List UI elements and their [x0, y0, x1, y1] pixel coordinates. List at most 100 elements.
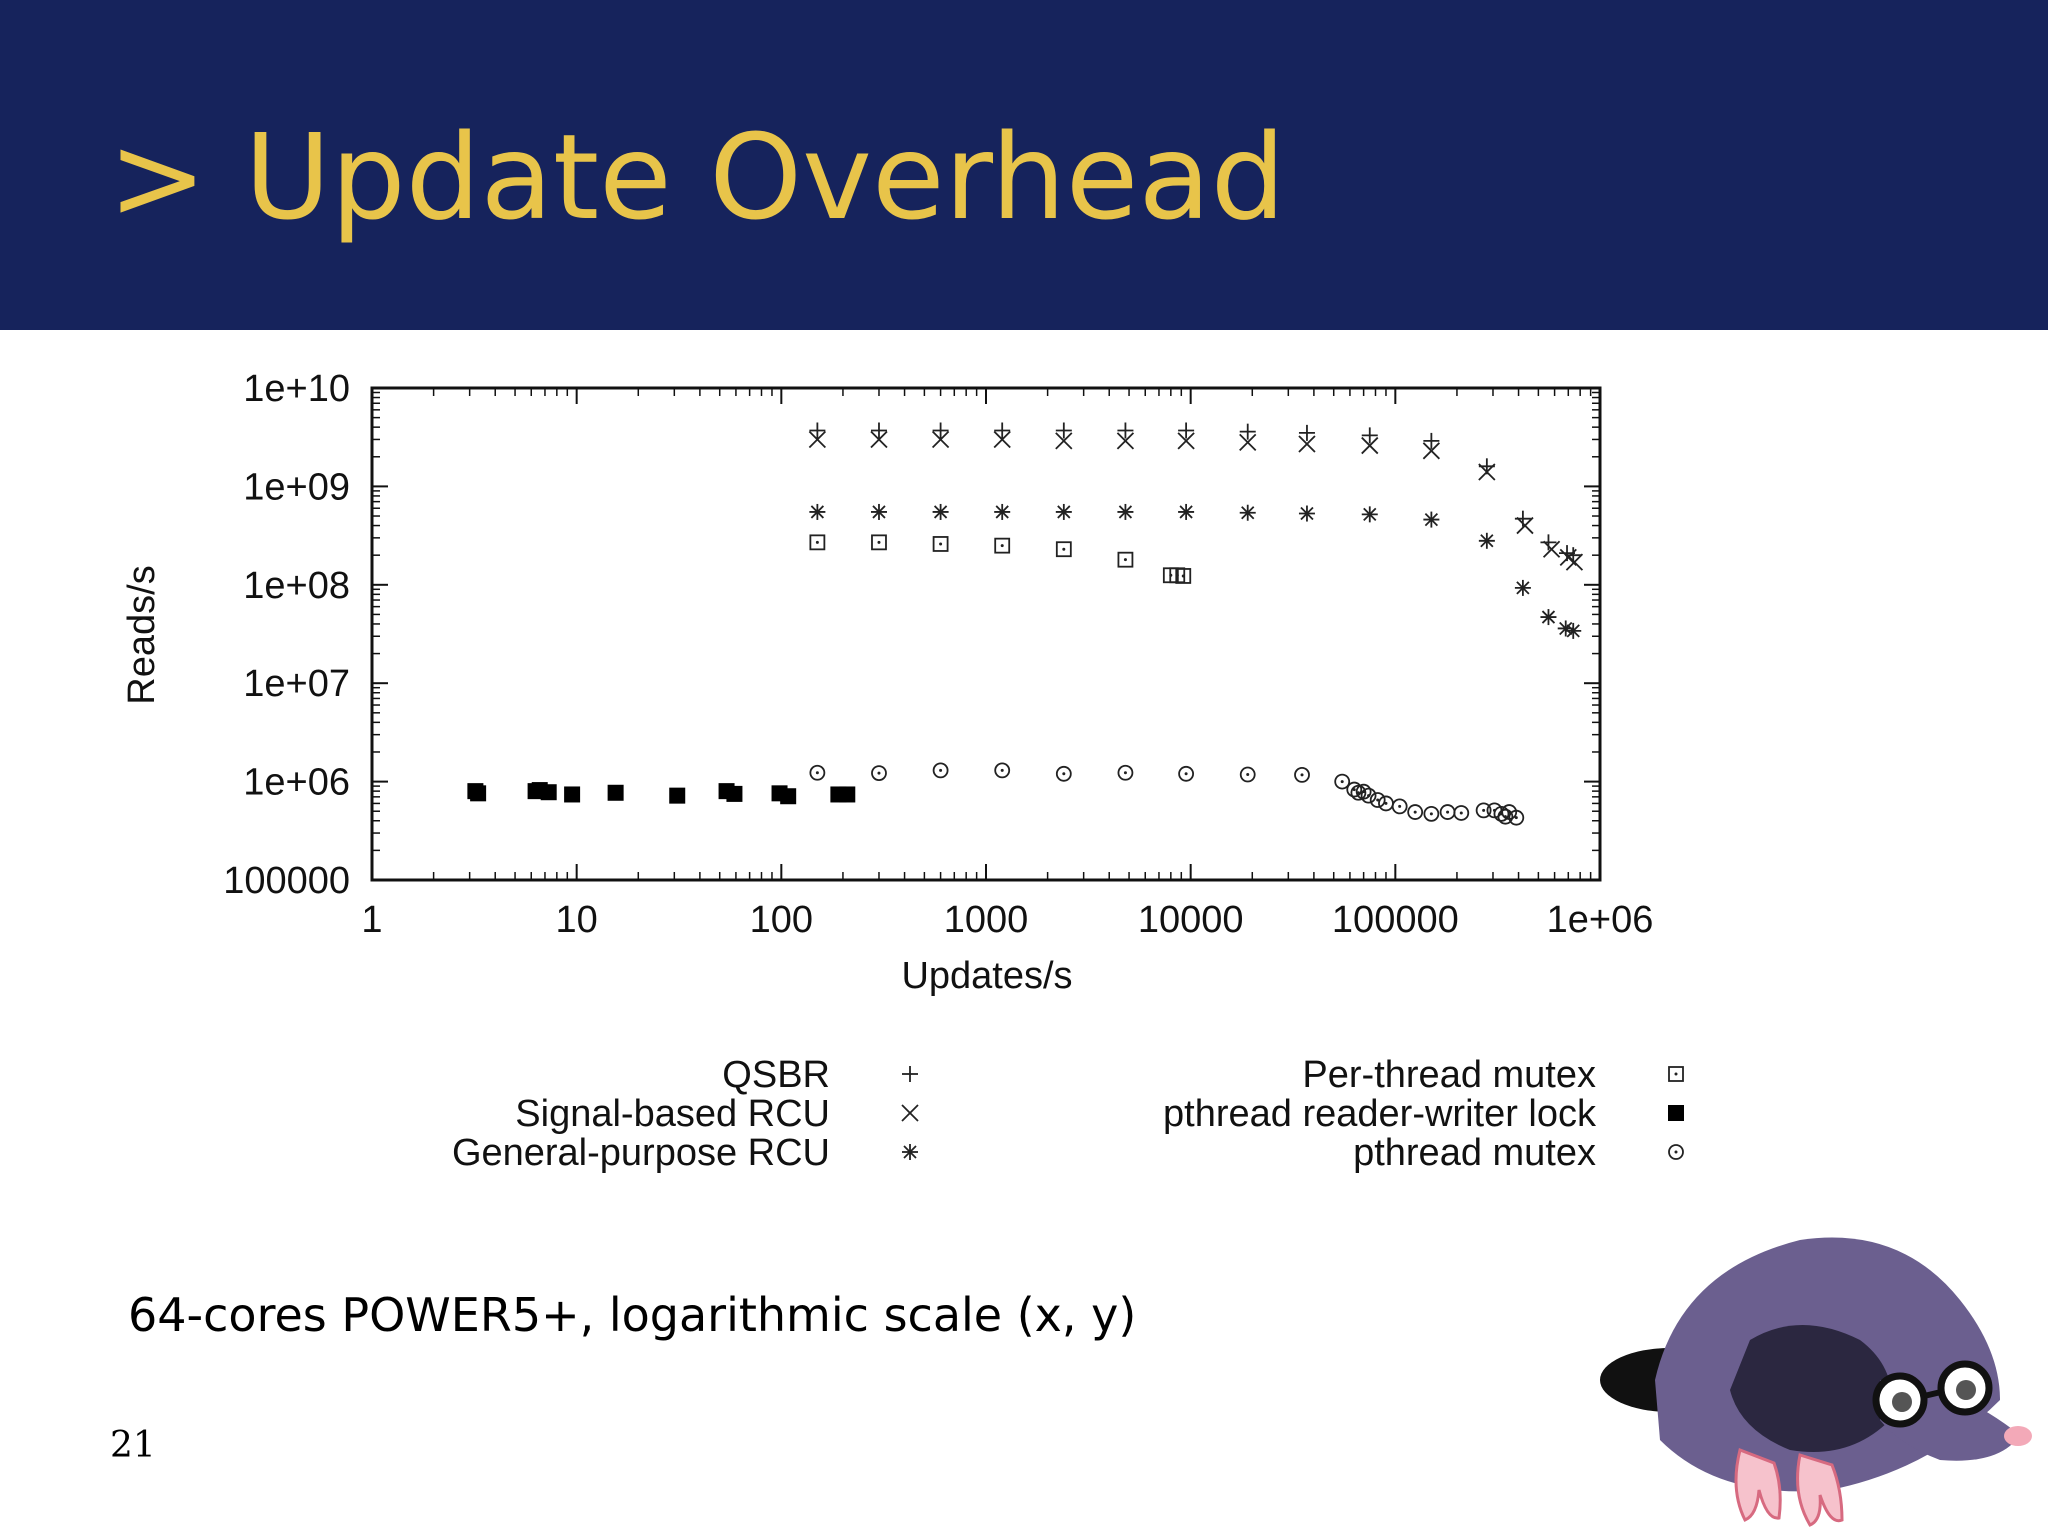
data-point — [870, 503, 887, 520]
data-point — [1478, 532, 1495, 549]
data-point — [1178, 765, 1195, 782]
data-point — [1117, 422, 1134, 439]
data-point — [1055, 541, 1072, 558]
x-tick-label: 100 — [750, 899, 813, 941]
data-point — [809, 534, 826, 551]
x-tick-label: 100000 — [1332, 899, 1459, 941]
series-general-purpose-rcu — [809, 503, 1582, 639]
x-axis-label: Updates/s — [901, 955, 1072, 997]
x-tick-label: 10000 — [1138, 899, 1244, 941]
series-pthread-mutex — [809, 762, 1525, 826]
data-point — [1422, 442, 1441, 460]
data-point — [780, 788, 797, 805]
data-point — [1508, 809, 1525, 826]
legend-item: Per-thread mutex — [1302, 1054, 1684, 1096]
data-point — [1565, 622, 1582, 639]
data-point — [1239, 423, 1256, 440]
legend-item: QSBR — [722, 1054, 918, 1096]
data-point — [1177, 432, 1195, 450]
y-tick-label: 1e+06 — [243, 762, 350, 804]
data-point — [1361, 506, 1378, 523]
data-point — [871, 534, 887, 551]
data-point — [994, 537, 1011, 554]
data-point — [1423, 511, 1440, 528]
data-point — [669, 787, 686, 804]
legend-item: pthread mutex — [1353, 1132, 1684, 1174]
legend-marker — [1668, 1105, 1684, 1121]
data-point — [809, 764, 826, 781]
legend-item: pthread reader-writer lock — [1163, 1093, 1684, 1135]
series-pthread-reader-writer-lock — [467, 782, 856, 805]
data-point — [994, 762, 1011, 779]
data-point — [607, 784, 624, 801]
data-point — [1239, 433, 1257, 452]
data-point — [870, 422, 887, 439]
legend-label: Per-thread mutex — [1302, 1054, 1596, 1096]
legend-marker — [1668, 1144, 1684, 1160]
data-point — [1542, 540, 1561, 558]
data-point — [1178, 422, 1195, 439]
data-point — [1439, 804, 1456, 820]
data-point — [1239, 766, 1256, 783]
data-point — [1055, 432, 1073, 450]
legend-label: QSBR — [722, 1054, 830, 1096]
data-point — [1298, 505, 1315, 522]
data-point — [871, 765, 887, 782]
data-point — [540, 784, 557, 801]
data-point — [1055, 765, 1072, 782]
data-point — [1423, 432, 1440, 449]
data-point — [1175, 568, 1192, 584]
data-point — [1117, 551, 1134, 568]
data-point — [932, 536, 949, 552]
series-signal-based-rcu — [808, 430, 1584, 571]
data-point — [870, 430, 888, 449]
data-point — [1516, 516, 1534, 535]
data-point — [993, 430, 1011, 449]
plot-frame — [370, 386, 1602, 882]
data-point — [1117, 503, 1134, 520]
series-per-thread-mutex — [809, 534, 1192, 584]
data-point — [1540, 609, 1557, 626]
x-tick-label: 1e+06 — [1547, 899, 1654, 941]
data-point — [1346, 781, 1363, 798]
legend-label: General-purpose RCU — [452, 1132, 830, 1174]
data-point — [932, 503, 949, 520]
data-point — [1116, 432, 1135, 450]
data-point — [1475, 802, 1492, 819]
legend-marker — [901, 1104, 919, 1122]
data-point — [1334, 773, 1351, 790]
data-point — [1360, 787, 1377, 804]
legend-label: pthread mutex — [1353, 1132, 1596, 1174]
series-qsbr — [809, 422, 1582, 564]
data-point — [1378, 795, 1394, 812]
data-point — [839, 786, 856, 803]
data-point — [1540, 534, 1557, 551]
data-point — [1453, 805, 1470, 821]
x-tick-label: 1 — [361, 899, 382, 941]
slide-title: > Update Overhead — [108, 108, 1286, 246]
y-tick-label: 100000 — [223, 860, 350, 902]
legend-item: Signal-based RCU — [515, 1093, 919, 1135]
data-point — [1423, 805, 1440, 822]
data-point — [1391, 798, 1408, 815]
data-point — [931, 430, 950, 449]
data-point — [1514, 579, 1531, 596]
data-point — [1407, 804, 1424, 820]
data-point — [994, 503, 1011, 520]
x-tick-label: 10 — [556, 899, 598, 941]
data-point — [1294, 766, 1310, 783]
x-tick-label: 1000 — [944, 899, 1029, 941]
data-point — [1117, 764, 1134, 781]
data-point — [564, 786, 581, 803]
data-point — [1361, 427, 1378, 444]
data-point — [1055, 422, 1072, 439]
mole-with-glasses-icon — [1600, 1237, 2032, 1527]
y-tick-label: 1e+09 — [243, 466, 350, 508]
y-axis-label: Reads/s — [121, 565, 163, 704]
data-point — [1369, 792, 1386, 808]
page-number: 21 — [110, 1425, 156, 1466]
slide-header — [0, 0, 2048, 330]
data-point — [1298, 435, 1316, 453]
data-point — [808, 430, 827, 449]
